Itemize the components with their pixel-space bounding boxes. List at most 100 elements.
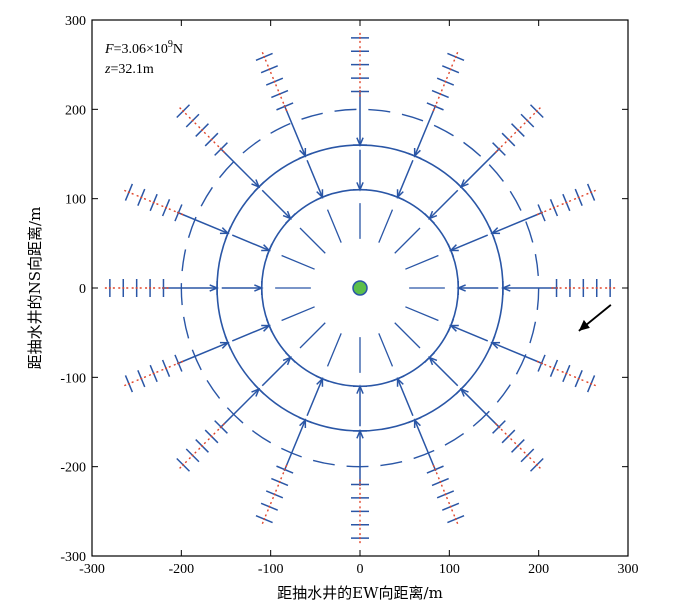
ring-tick	[407, 416, 422, 424]
ring-tick	[285, 352, 296, 363]
outer-marker	[561, 370, 572, 377]
outer-marker	[549, 365, 559, 371]
vector-arrow	[460, 147, 501, 188]
outer-marker	[179, 460, 188, 469]
outer-marker	[173, 360, 184, 366]
inner-segment	[326, 209, 342, 243]
ring-tick	[253, 181, 265, 193]
vector-arrow	[306, 378, 324, 417]
inner-segment	[378, 333, 394, 367]
x-tick-label: -100	[258, 562, 284, 577]
ring-tick	[224, 335, 232, 350]
ring-tick	[315, 375, 330, 383]
vector-arrow	[460, 388, 501, 429]
ring-tick	[455, 181, 467, 193]
outer-marker	[536, 210, 547, 216]
vector-arrow	[261, 356, 292, 387]
outer-marker	[573, 376, 584, 382]
outer-marker	[532, 107, 541, 116]
outer-marker	[432, 464, 438, 475]
x-tick-label: 0	[357, 562, 364, 577]
outer-marker	[448, 501, 454, 512]
inner-segment	[405, 254, 439, 270]
outer-marker	[148, 199, 159, 206]
inner-segment	[394, 322, 421, 349]
inner-segment	[326, 333, 342, 367]
outer-marker	[188, 116, 197, 125]
outer-marker	[523, 451, 532, 460]
vector-arrow	[219, 147, 260, 188]
inner-segment	[281, 254, 315, 270]
y-tick-label: 0	[79, 282, 86, 297]
vector-arrow	[414, 419, 437, 472]
force-exponent: 9	[168, 39, 173, 50]
outer-marker	[437, 89, 443, 99]
vector-arrow	[396, 159, 414, 198]
force-annotation: F=3.06×109N	[104, 39, 183, 57]
inner-segment	[394, 227, 421, 254]
ring-tick	[390, 375, 405, 383]
ring-tick	[447, 243, 455, 258]
outer-marker	[573, 194, 584, 200]
outer-marker	[532, 460, 541, 469]
outer-marker	[207, 135, 216, 144]
depth-prefix: z	[104, 62, 111, 77]
outer-marker	[282, 101, 288, 112]
outer-marker	[216, 422, 226, 432]
vector-arrow	[414, 104, 437, 157]
outer-marker	[261, 514, 267, 524]
pointer-arrowhead	[578, 319, 590, 331]
x-axis-title: 距抽水井的EW向距离/m	[277, 584, 443, 602]
y-tick-label: 200	[65, 103, 86, 118]
outer-marker	[561, 199, 572, 206]
vector-arrow	[428, 356, 459, 387]
outer-marker	[161, 205, 171, 211]
well-marker	[352, 280, 368, 296]
outer-marker	[136, 194, 147, 200]
y-tick-label: -300	[60, 550, 86, 565]
outer-marker	[261, 52, 267, 62]
force-prefix: F	[104, 42, 114, 57]
vector-arrow	[176, 342, 229, 365]
outer-marker	[271, 489, 278, 500]
axis-ticks: -300 -200 -100 0 100 200 300 -300 -200 -100 0 100 20…	[60, 14, 638, 577]
vector-arrow	[450, 234, 489, 252]
ring-tick	[407, 152, 422, 160]
ring-tick	[488, 226, 496, 241]
outer-marker	[494, 422, 504, 432]
outer-marker	[207, 432, 216, 441]
outer-marker	[124, 189, 134, 195]
depth-annotation: z=32.1m	[104, 62, 154, 77]
force-unit: N	[173, 42, 183, 57]
outer-marker	[437, 477, 443, 487]
outer-marker	[161, 365, 171, 371]
outer-marker	[536, 360, 547, 366]
vector-arrow	[231, 234, 270, 252]
ring-tick	[315, 193, 330, 201]
outer-marker	[266, 64, 272, 75]
outer-marker	[513, 441, 522, 450]
force-value: =3.06×10	[114, 42, 168, 57]
vector-arrow	[176, 211, 229, 234]
chart-marks	[104, 32, 616, 544]
outer-marker	[494, 144, 504, 154]
ring-tick	[265, 243, 273, 258]
outer-marker	[442, 489, 449, 500]
outer-marker	[188, 451, 197, 460]
outer-marker	[448, 64, 454, 75]
y-tick-label: -100	[60, 371, 86, 386]
x-tick-label: -300	[79, 562, 105, 577]
y-axis-title: 距抽水井的NS向距离/m	[26, 207, 44, 370]
y-tick-label: 100	[65, 193, 86, 208]
vector-arrow	[283, 104, 306, 157]
vector-arrow	[219, 388, 260, 429]
x-tick-label: 100	[439, 562, 460, 577]
vector-arrow	[450, 324, 489, 342]
x-tick-label: 200	[528, 562, 549, 577]
outer-marker	[453, 514, 459, 524]
x-tick-label: -200	[168, 562, 194, 577]
outer-marker	[504, 432, 513, 441]
inner-segment	[405, 306, 439, 322]
outer-marker	[282, 464, 288, 475]
